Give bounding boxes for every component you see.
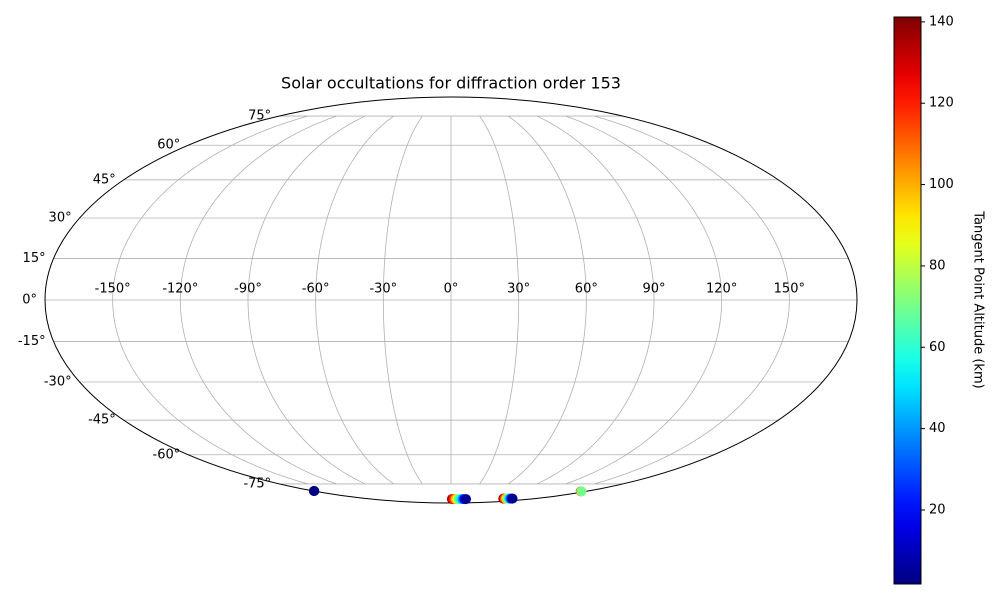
grid-line [112,115,308,485]
colorbar-label: Tangent Point Altitude (km) [971,210,986,388]
grid-line [479,115,520,485]
grid-line [536,115,655,485]
x-tick-label: -150° [95,282,131,297]
grid-line [594,115,790,485]
colorbar-tick-label: 140 [929,14,954,29]
grid-line [565,115,723,485]
y-tick-label: -60° [153,447,181,462]
y-tick-label: 45° [93,172,116,187]
chart-title: Solar occultations for diffraction order… [281,74,621,93]
x-tick-label: 90° [642,282,665,297]
data-point [507,493,518,504]
data-point [461,494,472,505]
colorbar-tick-label: 20 [929,502,946,517]
colorbar [893,16,922,585]
data-point [308,486,319,497]
colorbar-tick-label: 60 [929,340,946,355]
y-tick-label: 15° [23,251,46,266]
y-tick-label: 75° [248,109,271,124]
grid-line [179,115,337,485]
grid-line [247,115,366,485]
x-tick-label: -30° [369,282,397,297]
grid-line [382,115,423,485]
x-tick-label: -120° [162,282,198,297]
colorbar-tick-label: 120 [929,96,954,111]
grid-line [315,115,394,485]
x-tick-label: 60° [575,282,598,297]
x-tick-label: 150° [774,282,805,297]
y-tick-label: 0° [22,293,37,308]
x-tick-label: 0° [444,282,459,297]
y-tick-label: -15° [18,334,46,349]
x-tick-label: 30° [507,282,530,297]
colorbar-tick-label: 80 [929,258,946,273]
y-tick-label: 60° [157,138,180,153]
grid-line [508,115,587,485]
colorbar-tick-label: 100 [929,177,954,192]
x-tick-label: 120° [706,282,737,297]
y-tick-label: -75° [243,476,271,491]
y-tick-label: -30° [44,375,72,390]
colorbar-tick-label: 40 [929,421,946,436]
y-tick-label: -45° [88,413,116,428]
x-tick-label: -60° [302,282,330,297]
data-point [576,486,587,497]
x-tick-label: -90° [234,282,262,297]
y-tick-label: 30° [49,210,72,225]
